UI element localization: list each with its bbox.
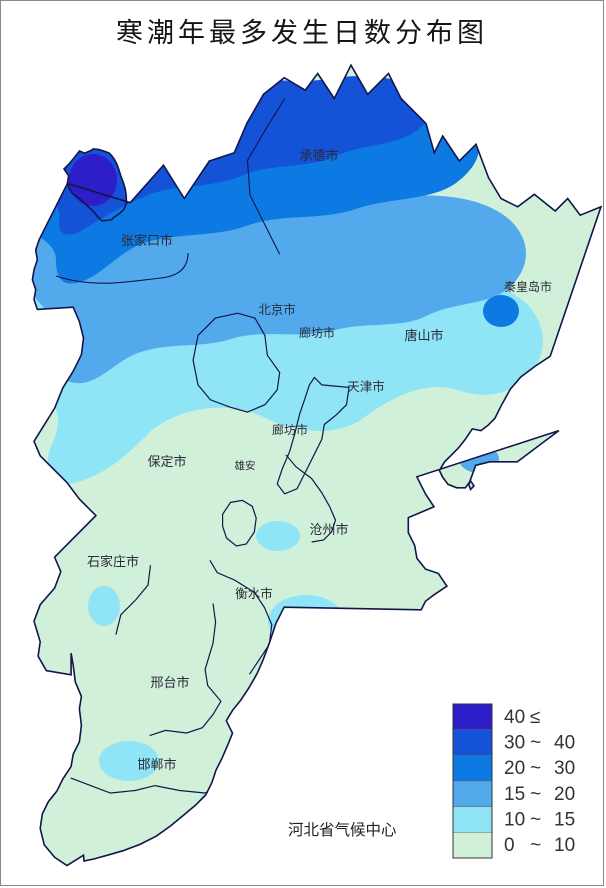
- svg-text:唐山市: 唐山市: [404, 328, 443, 343]
- svg-text:石家庄市: 石家庄市: [87, 554, 139, 569]
- svg-text:15: 15: [554, 810, 575, 831]
- svg-text:~: ~: [530, 835, 541, 856]
- svg-text:≤: ≤: [530, 707, 540, 728]
- svg-text:30: 30: [504, 733, 525, 754]
- svg-text:河北省气候中心: 河北省气候中心: [288, 821, 397, 839]
- svg-text:廊坊市: 廊坊市: [272, 422, 308, 437]
- svg-text:沧州市: 沧州市: [309, 522, 348, 537]
- svg-text:张家口市: 张家口市: [121, 233, 173, 248]
- svg-text:15: 15: [504, 784, 525, 805]
- svg-text:邯郸市: 邯郸市: [137, 757, 176, 772]
- svg-text:廊坊市: 廊坊市: [299, 325, 335, 340]
- svg-text:~: ~: [530, 810, 541, 831]
- svg-text:40: 40: [504, 707, 525, 728]
- svg-text:北京市: 北京市: [258, 302, 296, 317]
- svg-text:衡水市: 衡水市: [235, 586, 273, 601]
- svg-text:~: ~: [530, 733, 541, 754]
- svg-text:承德市: 承德市: [299, 148, 338, 163]
- svg-text:30: 30: [554, 758, 575, 779]
- svg-text:40: 40: [554, 733, 575, 754]
- svg-text:0: 0: [504, 835, 515, 856]
- svg-text:10: 10: [554, 835, 575, 856]
- svg-text:20: 20: [504, 758, 525, 779]
- svg-text:雄安: 雄安: [235, 459, 256, 472]
- svg-text:~: ~: [530, 784, 541, 805]
- svg-text:天津市: 天津市: [347, 379, 385, 394]
- svg-text:邢台市: 邢台市: [150, 675, 189, 690]
- svg-text:秦皇岛市: 秦皇岛市: [504, 279, 552, 294]
- svg-text:20: 20: [554, 784, 575, 805]
- svg-text:~: ~: [530, 758, 541, 779]
- svg-text:10: 10: [504, 810, 525, 831]
- svg-text:保定市: 保定市: [147, 454, 186, 469]
